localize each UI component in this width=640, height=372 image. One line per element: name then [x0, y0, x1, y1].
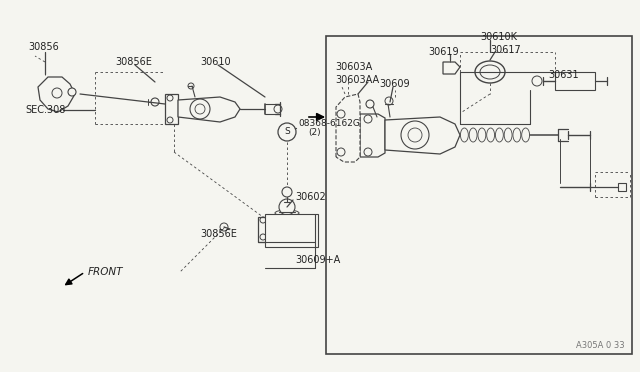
Text: 30610: 30610: [200, 57, 230, 67]
Bar: [326, 36, 632, 354]
Ellipse shape: [460, 128, 468, 142]
Text: 30856E: 30856E: [115, 57, 152, 67]
Polygon shape: [385, 117, 460, 154]
Bar: [618, 183, 626, 191]
Text: 30856: 30856: [28, 42, 59, 52]
Text: 30609+A: 30609+A: [295, 255, 340, 265]
Ellipse shape: [478, 128, 486, 142]
Bar: [555, 72, 595, 90]
Circle shape: [385, 97, 393, 105]
Polygon shape: [258, 217, 268, 242]
Text: 30602: 30602: [295, 192, 326, 202]
Text: 30856E: 30856E: [200, 229, 237, 239]
Circle shape: [366, 100, 374, 108]
Text: 30617: 30617: [490, 45, 521, 55]
Ellipse shape: [275, 210, 299, 216]
Text: SEC.308: SEC.308: [25, 105, 65, 115]
Text: 30610K: 30610K: [480, 32, 517, 42]
Polygon shape: [178, 97, 240, 122]
Polygon shape: [165, 94, 178, 124]
Ellipse shape: [469, 128, 477, 142]
Circle shape: [188, 83, 194, 89]
Text: 08368-6162G: 08368-6162G: [298, 119, 360, 128]
Text: 30603A: 30603A: [335, 62, 372, 72]
Ellipse shape: [486, 128, 495, 142]
Circle shape: [151, 98, 159, 106]
Ellipse shape: [522, 128, 529, 142]
Polygon shape: [38, 77, 75, 112]
Ellipse shape: [275, 224, 299, 230]
Circle shape: [274, 105, 282, 113]
Text: FRONT: FRONT: [88, 267, 124, 277]
Circle shape: [532, 76, 542, 86]
Ellipse shape: [275, 231, 299, 237]
Ellipse shape: [275, 217, 299, 223]
Ellipse shape: [480, 65, 500, 79]
Text: (2): (2): [308, 128, 321, 137]
Circle shape: [220, 223, 228, 231]
Polygon shape: [443, 62, 460, 74]
Bar: [265, 214, 318, 247]
Circle shape: [282, 187, 292, 197]
Circle shape: [279, 199, 295, 215]
Circle shape: [278, 123, 296, 141]
Ellipse shape: [513, 128, 521, 142]
Circle shape: [68, 88, 76, 96]
Ellipse shape: [504, 128, 512, 142]
Polygon shape: [336, 94, 360, 162]
Ellipse shape: [495, 128, 503, 142]
Text: 30631: 30631: [548, 70, 579, 80]
Text: S: S: [284, 128, 290, 137]
Text: A305A 0 33: A305A 0 33: [577, 341, 625, 350]
Ellipse shape: [475, 61, 505, 83]
Polygon shape: [360, 114, 385, 157]
Text: 30603AA: 30603AA: [335, 75, 379, 85]
Text: 30619: 30619: [428, 47, 459, 57]
Text: 30609: 30609: [379, 79, 410, 89]
